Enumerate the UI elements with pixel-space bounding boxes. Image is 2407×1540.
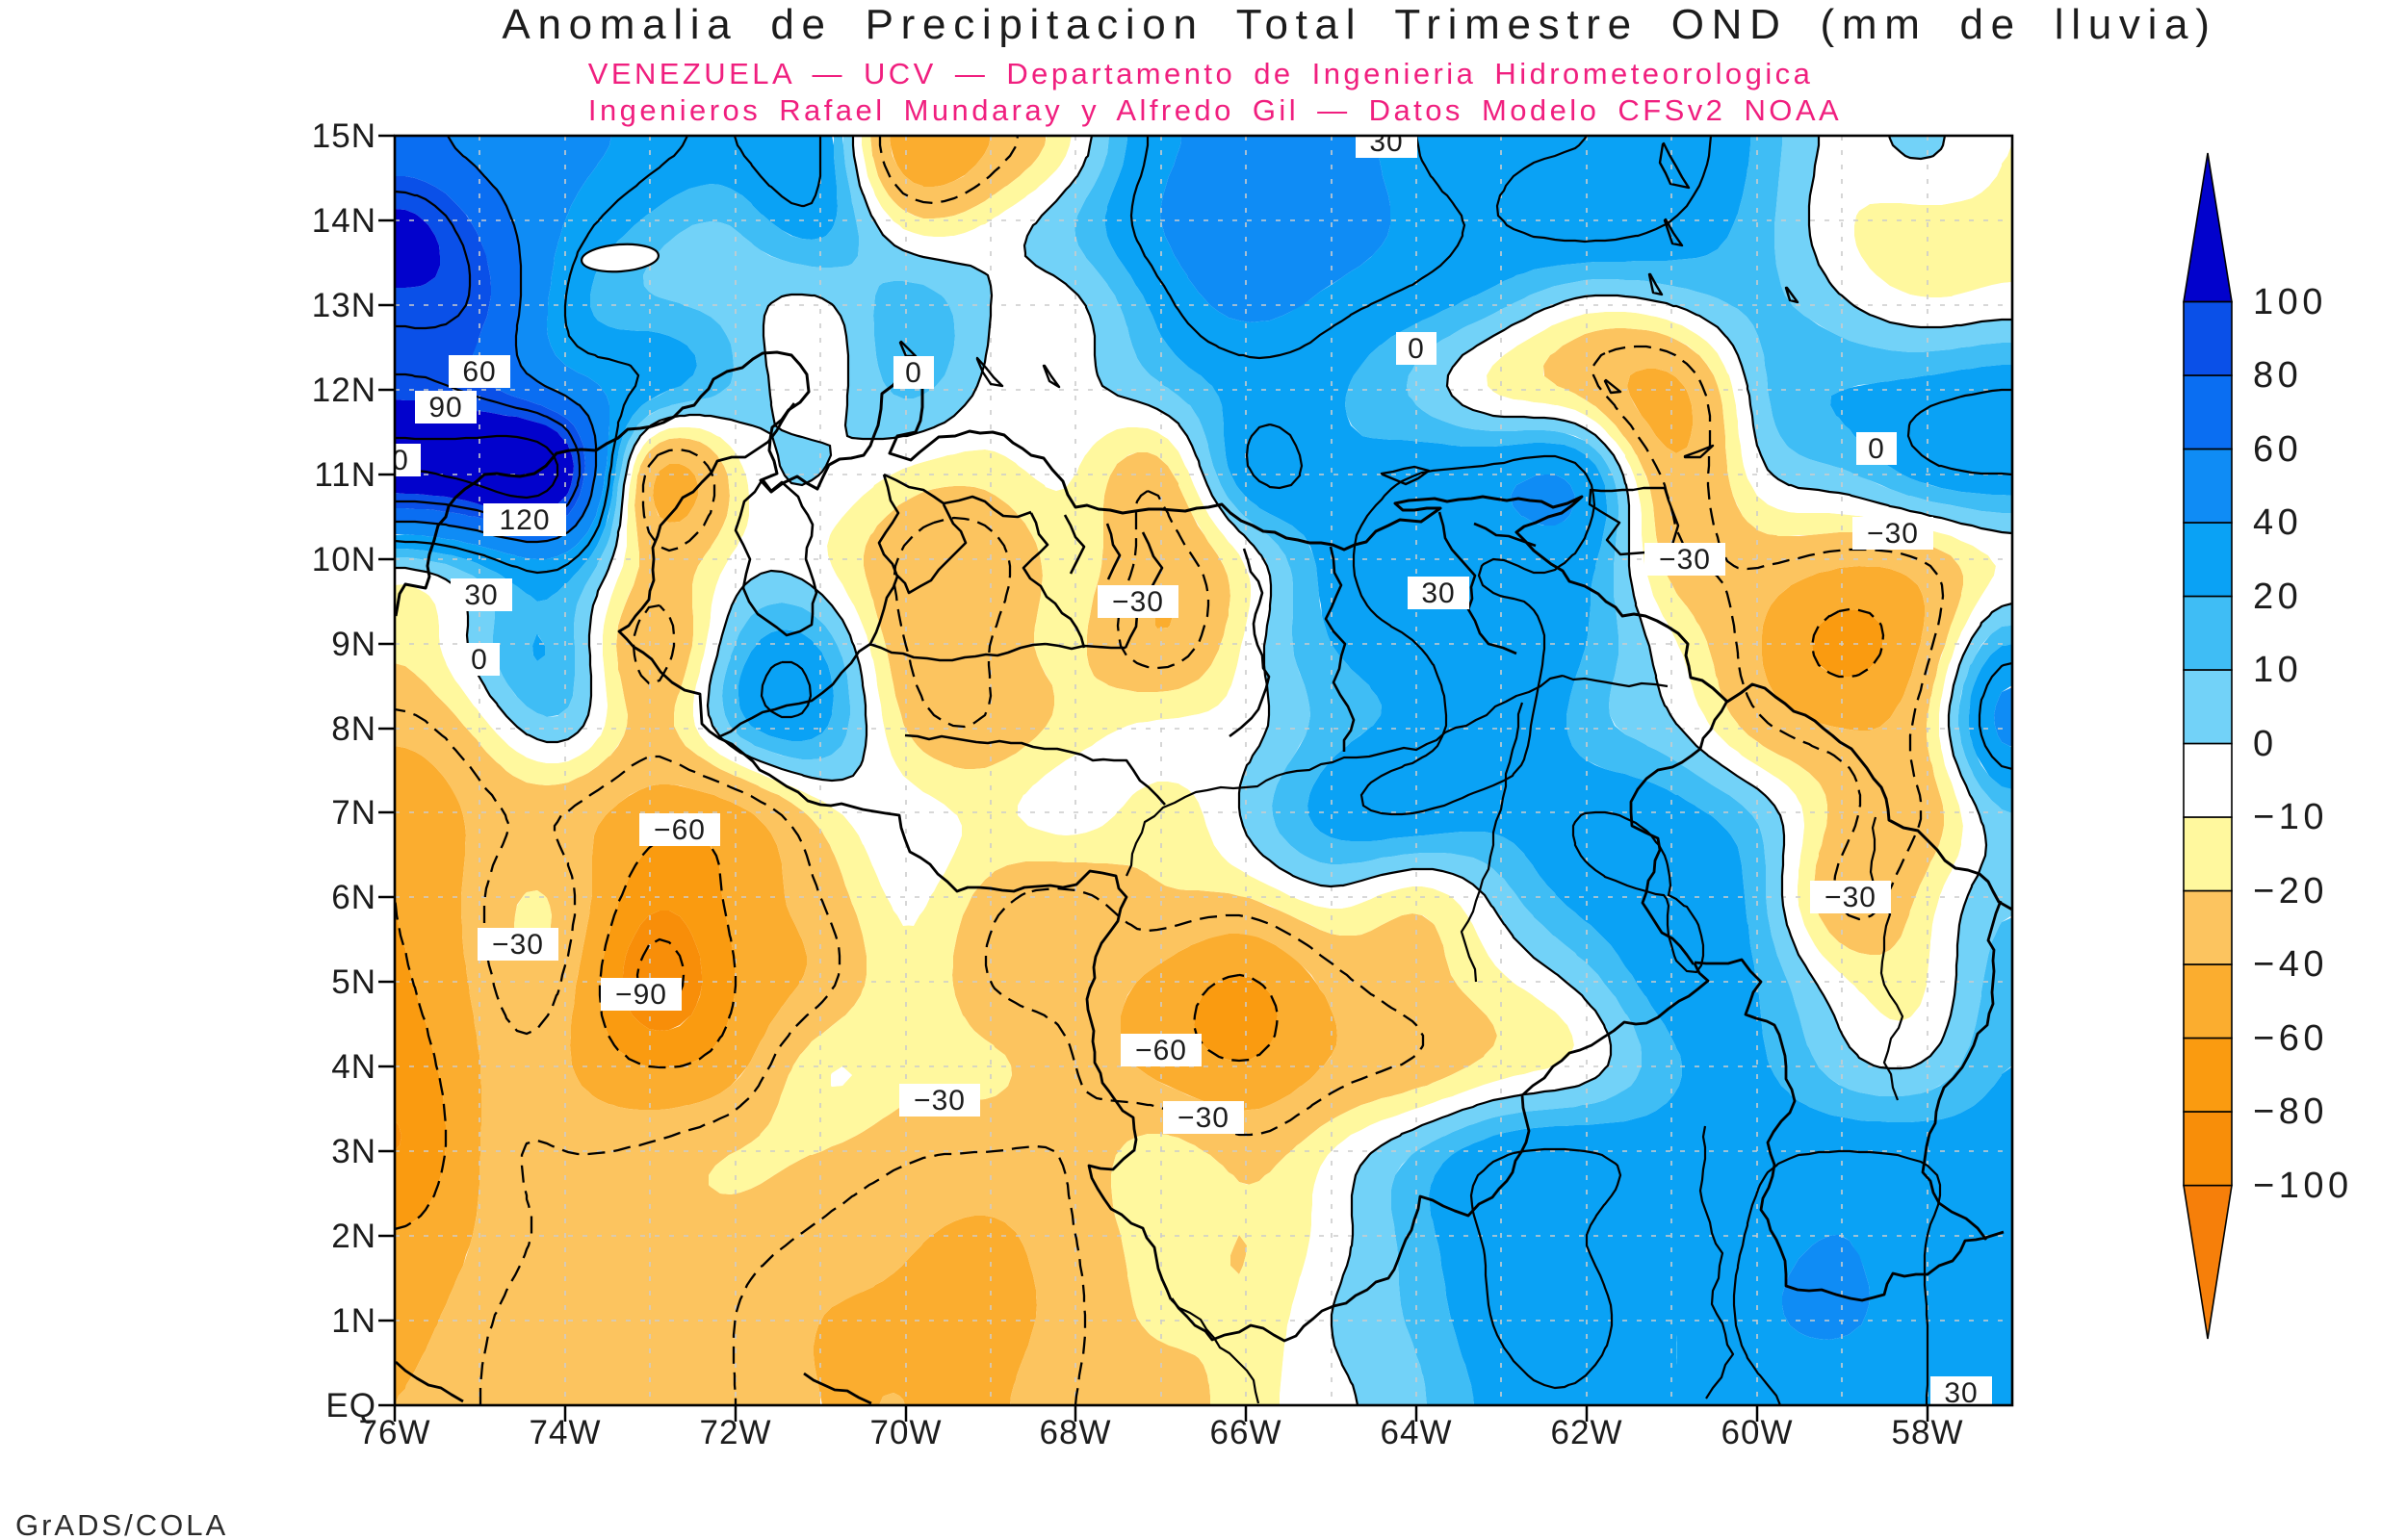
svg-text:30: 30 (1421, 578, 1455, 609)
svg-text:0: 0 (905, 357, 922, 389)
svg-text:−30: −30 (492, 929, 544, 961)
svg-text:30: 30 (464, 579, 498, 611)
svg-text:66W: 66W (1210, 1414, 1282, 1451)
svg-text:60W: 60W (1721, 1414, 1794, 1451)
svg-text:80: 80 (2253, 355, 2302, 396)
svg-text:60: 60 (2253, 429, 2302, 470)
svg-text:−10: −10 (2253, 797, 2328, 837)
svg-text:70W: 70W (870, 1414, 943, 1451)
svg-text:60: 60 (462, 356, 496, 388)
svg-text:1N: 1N (331, 1302, 376, 1340)
svg-text:30: 30 (1944, 1377, 1978, 1409)
svg-text:VENEZUELA — UCV — Departamento: VENEZUELA — UCV — Departamento de Ingeni… (588, 57, 1814, 90)
svg-text:EQ: EQ (325, 1387, 376, 1424)
svg-text:6N: 6N (331, 879, 376, 916)
svg-text:−80: −80 (2253, 1091, 2328, 1132)
svg-text:100: 100 (2253, 282, 2327, 322)
svg-text:58W: 58W (1892, 1414, 1964, 1451)
svg-text:−90: −90 (615, 979, 667, 1011)
svg-text:0: 0 (471, 644, 488, 676)
svg-text:8N: 8N (331, 710, 376, 748)
svg-text:72W: 72W (700, 1414, 772, 1451)
svg-text:10N: 10N (312, 541, 376, 578)
svg-text:64W: 64W (1381, 1414, 1453, 1451)
svg-text:15N: 15N (312, 117, 376, 155)
svg-text:68W: 68W (1040, 1414, 1112, 1451)
svg-text:13N: 13N (312, 287, 376, 324)
svg-text:−30: −30 (1178, 1102, 1229, 1134)
svg-text:2N: 2N (331, 1218, 376, 1255)
svg-text:12N: 12N (312, 372, 376, 409)
svg-text:4N: 4N (331, 1048, 376, 1086)
svg-text:−40: −40 (2253, 944, 2328, 985)
svg-text:62W: 62W (1551, 1414, 1623, 1451)
svg-text:−20: −20 (2253, 871, 2328, 911)
svg-text:−60: −60 (2253, 1018, 2328, 1059)
svg-text:9N: 9N (331, 626, 376, 663)
svg-text:−30: −30 (1867, 518, 1919, 550)
svg-text:5N: 5N (331, 963, 376, 1001)
svg-text:−100: −100 (2253, 1166, 2353, 1206)
svg-text:Ingenieros Rafael Mundaray y A: Ingenieros Rafael Mundaray y Alfredo Gil… (588, 93, 1842, 127)
svg-text:−60: −60 (654, 814, 706, 846)
svg-text:14N: 14N (312, 202, 376, 240)
svg-text:GrADS/COLA: GrADS/COLA (15, 1508, 228, 1540)
svg-text:40: 40 (2253, 502, 2302, 543)
svg-text:30: 30 (1369, 126, 1403, 158)
svg-text:11N: 11N (314, 456, 376, 494)
svg-text:7N: 7N (331, 794, 376, 832)
svg-text:3N: 3N (331, 1133, 376, 1170)
svg-text:−30: −30 (1825, 882, 1876, 913)
svg-text:Anomalia de Precipitacion Tota: Anomalia de Precipitacion Total Trimestr… (502, 1, 2216, 48)
svg-text:10: 10 (2253, 650, 2302, 690)
svg-text:20: 20 (2253, 577, 2302, 617)
svg-text:90: 90 (428, 392, 462, 424)
svg-text:120: 120 (499, 504, 550, 536)
svg-text:0: 0 (2253, 724, 2278, 764)
svg-text:0: 0 (1408, 333, 1425, 365)
svg-text:74W: 74W (530, 1414, 602, 1451)
svg-text:−30: −30 (1112, 586, 1164, 618)
svg-text:0: 0 (392, 445, 409, 476)
svg-text:−60: −60 (1135, 1035, 1187, 1066)
svg-text:−30: −30 (914, 1085, 966, 1116)
svg-text:0: 0 (1868, 433, 1885, 465)
svg-text:−30: −30 (1659, 544, 1711, 576)
svg-text:76W: 76W (359, 1414, 431, 1451)
